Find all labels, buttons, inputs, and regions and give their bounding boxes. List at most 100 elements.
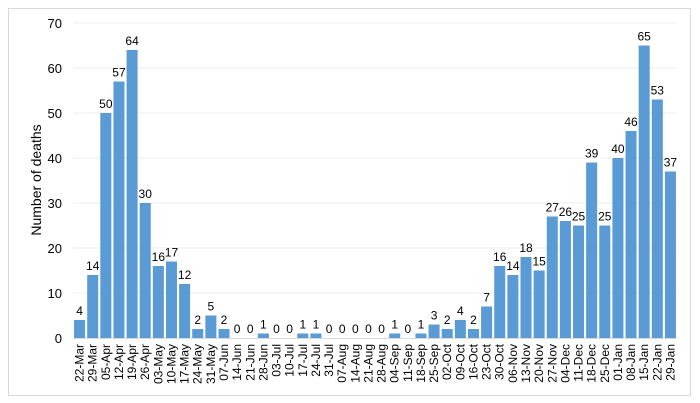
x-tick-label: 23-Oct [480, 343, 494, 380]
bar [586, 162, 598, 338]
y-tick-label: 10 [48, 286, 62, 301]
data-label: 2 [194, 313, 201, 327]
x-tick-label: 04-Dec [558, 344, 572, 383]
data-label: 0 [326, 322, 333, 336]
data-label: 15 [532, 255, 546, 269]
x-tick-label: 13-Nov [519, 344, 533, 383]
x-tick-label: 25-Sep [427, 344, 441, 383]
y-tick-label: 50 [48, 106, 62, 121]
x-tick-label: 21-Jun [243, 344, 257, 381]
bar [257, 333, 269, 338]
bar [87, 275, 99, 338]
y-axis-title: Number of deaths [28, 124, 44, 235]
data-label: 4 [457, 304, 464, 318]
x-tick-label: 31-Jul [322, 344, 336, 377]
data-label: 57 [112, 66, 126, 80]
x-tick-label: 10-Jul [283, 344, 297, 377]
data-label: 3 [431, 309, 438, 323]
data-label: 25 [572, 210, 586, 224]
data-label: 1 [299, 318, 306, 332]
data-label: 26 [559, 205, 573, 219]
bar [520, 257, 532, 338]
data-label: 2 [444, 313, 451, 327]
x-tick-label: 15-Jan [637, 344, 651, 381]
bar [454, 320, 466, 338]
x-tick-label: 06-Nov [506, 344, 520, 383]
bar [625, 131, 637, 338]
bar [638, 45, 650, 338]
data-label: 40 [611, 142, 625, 156]
data-label: 50 [99, 97, 113, 111]
data-label: 5 [208, 300, 215, 314]
bar [389, 333, 401, 338]
bar [599, 225, 611, 338]
bar [573, 225, 585, 338]
x-tick-label: 03-Jul [270, 344, 284, 377]
x-tick-label: 07-Aug [335, 344, 349, 383]
y-tick-label: 70 [48, 16, 62, 31]
data-label: 25 [598, 210, 612, 224]
data-label: 0 [339, 322, 346, 336]
x-tick-label: 22-Jan [650, 344, 664, 381]
x-tick-label: 24-May [191, 344, 205, 384]
data-label: 18 [519, 241, 533, 255]
data-label: 1 [313, 318, 320, 332]
data-label: 0 [273, 322, 280, 336]
data-label: 0 [234, 322, 241, 336]
bar [467, 329, 479, 338]
bar [179, 284, 191, 338]
data-label: 2 [470, 313, 477, 327]
y-tick-label: 40 [48, 151, 62, 166]
data-label: 1 [260, 318, 267, 332]
bar [100, 113, 112, 338]
x-tick-label: 21-Aug [361, 344, 375, 383]
x-tick-label: 19-Apr [125, 344, 139, 380]
x-tick-label: 02-Oct [440, 343, 454, 380]
bar [651, 99, 663, 338]
data-label: 0 [378, 322, 385, 336]
x-tick-label: 25-Dec [598, 344, 612, 383]
x-tick-label: 01-Jan [611, 344, 625, 381]
data-label: 0 [365, 322, 372, 336]
data-label: 12 [178, 268, 192, 282]
y-axis-ticks: 0 10 20 30 40 50 60 70 [48, 16, 62, 346]
bar [126, 50, 138, 338]
x-tick-label: 29-Mar [86, 344, 100, 382]
x-tick-label: 17-May [178, 344, 192, 384]
x-tick-label: 26-Apr [138, 344, 152, 380]
bars [74, 45, 676, 338]
bar [218, 329, 230, 338]
bar [494, 266, 506, 338]
data-label: 0 [404, 322, 411, 336]
x-tick-label: 22-Mar [73, 344, 87, 382]
x-tick-label: 28-Aug [375, 344, 389, 383]
bar [152, 266, 164, 338]
bar [415, 333, 427, 338]
data-label: 46 [624, 115, 638, 129]
data-label: 65 [637, 30, 651, 44]
data-label: 1 [418, 318, 425, 332]
bar [205, 315, 217, 338]
x-tick-label: 12-Apr [112, 344, 126, 380]
bar [297, 333, 309, 338]
x-tick-label: 27-Nov [545, 344, 559, 383]
x-tick-label: 08-Jan [624, 344, 638, 381]
x-axis-ticks: 22-Mar 29-Mar 05-Apr 12-Apr 19-Apr 26-Apr 03-M… [73, 343, 678, 384]
data-label: 64 [125, 34, 139, 48]
x-tick-label: 11-Dec [572, 344, 586, 382]
x-tick-label: 07-Jun [217, 344, 231, 381]
x-tick-label: 03-May [151, 344, 165, 384]
bar [428, 324, 440, 338]
x-tick-label: 28-Jun [256, 344, 270, 381]
bar [74, 320, 86, 338]
bar [192, 329, 204, 338]
bar [441, 329, 453, 338]
data-label: 0 [247, 322, 254, 336]
bar [507, 275, 519, 338]
x-tick-label: 10-May [164, 344, 178, 384]
x-tick-label: 30-Oct [493, 343, 507, 380]
x-tick-label: 31-May [204, 344, 218, 384]
bar [533, 270, 545, 338]
data-label: 17 [165, 246, 179, 260]
x-tick-label: 16-Oct [466, 343, 480, 380]
